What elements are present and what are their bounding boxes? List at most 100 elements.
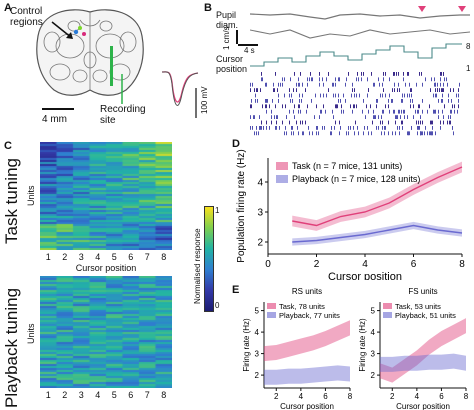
cursor-tick: 5 xyxy=(111,252,117,262)
raster-spike xyxy=(396,115,397,119)
raster-spike xyxy=(252,82,253,87)
d-x-tick-label: 2 xyxy=(314,259,320,270)
raster-spike xyxy=(275,126,276,130)
raster-spike xyxy=(413,104,414,109)
rs-units-chart: RS units 2 4 6 8 2 3 4 5 Firing rate (Hz) Cursor p… xyxy=(242,287,353,410)
raster-spike xyxy=(373,115,374,119)
raster-spike xyxy=(458,104,459,109)
raster-spike xyxy=(331,131,332,136)
raster-spike xyxy=(443,82,444,87)
raster-spike xyxy=(324,126,325,130)
d-task-line xyxy=(292,166,463,227)
raster-spike xyxy=(415,109,416,114)
raster-spike xyxy=(440,77,441,82)
raster-spike xyxy=(420,115,421,119)
raster-spike xyxy=(341,109,342,114)
raster-spike xyxy=(297,126,298,130)
raster-spike xyxy=(410,99,411,103)
raster-spike xyxy=(332,109,333,114)
d-legend-task: Task (n = 7 mice, 131 units) xyxy=(292,161,402,171)
raster-spike xyxy=(391,99,392,103)
raster-spike xyxy=(341,104,342,109)
raster-spike xyxy=(351,93,352,98)
raster-spike xyxy=(431,77,432,82)
task-tuning-label: Task tuning xyxy=(2,158,21,244)
raster-spike xyxy=(418,126,419,130)
raster-spike xyxy=(381,115,382,119)
raster-spike xyxy=(392,88,393,92)
raster-spike xyxy=(411,93,412,98)
raster-spike xyxy=(286,131,287,136)
e-x-tick-label: 8 xyxy=(348,392,353,401)
raster-spike xyxy=(354,93,355,98)
raster-spike xyxy=(411,126,412,130)
e-title: FS units xyxy=(408,287,437,296)
e-y-tick-label: 5 xyxy=(255,307,260,316)
raster-spike xyxy=(302,131,303,136)
raster-spike xyxy=(398,109,399,114)
raster-spike xyxy=(338,93,339,98)
raster-spike xyxy=(333,93,334,98)
raster-spike xyxy=(340,99,341,103)
raster-spike xyxy=(380,93,381,98)
raster-spike xyxy=(319,82,320,87)
raster-spike xyxy=(322,77,323,82)
raster-spike xyxy=(453,131,454,136)
e-task-band xyxy=(264,320,350,362)
raster-spike xyxy=(285,104,286,109)
cursor-tick: 2 xyxy=(62,390,68,400)
raster-spike xyxy=(389,77,390,82)
raster-spike xyxy=(454,104,455,109)
raster-spike xyxy=(367,93,368,98)
raster-spike xyxy=(433,109,434,114)
raster-spike xyxy=(275,72,276,76)
raster-spike xyxy=(276,120,277,125)
raster-spike xyxy=(338,77,339,82)
raster-spike xyxy=(277,115,278,119)
raster-spike xyxy=(441,99,442,103)
raster-spike xyxy=(417,131,418,136)
scale-mv-label: 100 mV xyxy=(200,86,209,114)
e-legend-task-swatch xyxy=(383,303,392,309)
raster-spike xyxy=(367,126,368,130)
raster-spike xyxy=(320,109,321,114)
raster-spike xyxy=(317,126,318,130)
raster-spike xyxy=(450,109,451,114)
raster-spike xyxy=(402,93,403,98)
raster-spike xyxy=(422,109,423,114)
raster-spike xyxy=(399,131,400,136)
raster-spike xyxy=(291,131,292,136)
raster-spike xyxy=(422,131,423,136)
raster-spike xyxy=(296,82,297,87)
raster-spike xyxy=(376,104,377,109)
raster-spike xyxy=(443,120,444,125)
raster-spike xyxy=(427,131,428,136)
raster-spike xyxy=(290,77,291,82)
raster-spike xyxy=(285,126,286,130)
cursor-min-label: 1 xyxy=(466,64,471,73)
raster-spike xyxy=(372,120,373,125)
raster-spike xyxy=(319,77,320,82)
raster-spike xyxy=(432,120,433,125)
raster-spike xyxy=(446,77,447,82)
raster-spike xyxy=(298,109,299,114)
raster-spike xyxy=(250,104,251,109)
raster-spike xyxy=(352,82,353,87)
raster-spike xyxy=(299,93,300,98)
raster-spike xyxy=(289,109,290,114)
raster-spike xyxy=(284,93,285,98)
raster-spike xyxy=(308,126,309,130)
raster-spike xyxy=(431,131,432,136)
raster-spike xyxy=(282,104,283,109)
e-playback-band xyxy=(264,365,350,385)
raster-spike xyxy=(276,126,277,130)
raster-spike xyxy=(302,82,303,87)
raster-spike xyxy=(257,88,258,92)
raster-spike xyxy=(339,120,340,125)
raster-spike xyxy=(310,72,311,76)
raster-spike xyxy=(439,88,440,92)
raster-spike xyxy=(257,99,258,103)
raster-spike xyxy=(444,104,445,109)
task-tuning-heatmap xyxy=(40,142,172,250)
raster-spike xyxy=(312,77,313,82)
